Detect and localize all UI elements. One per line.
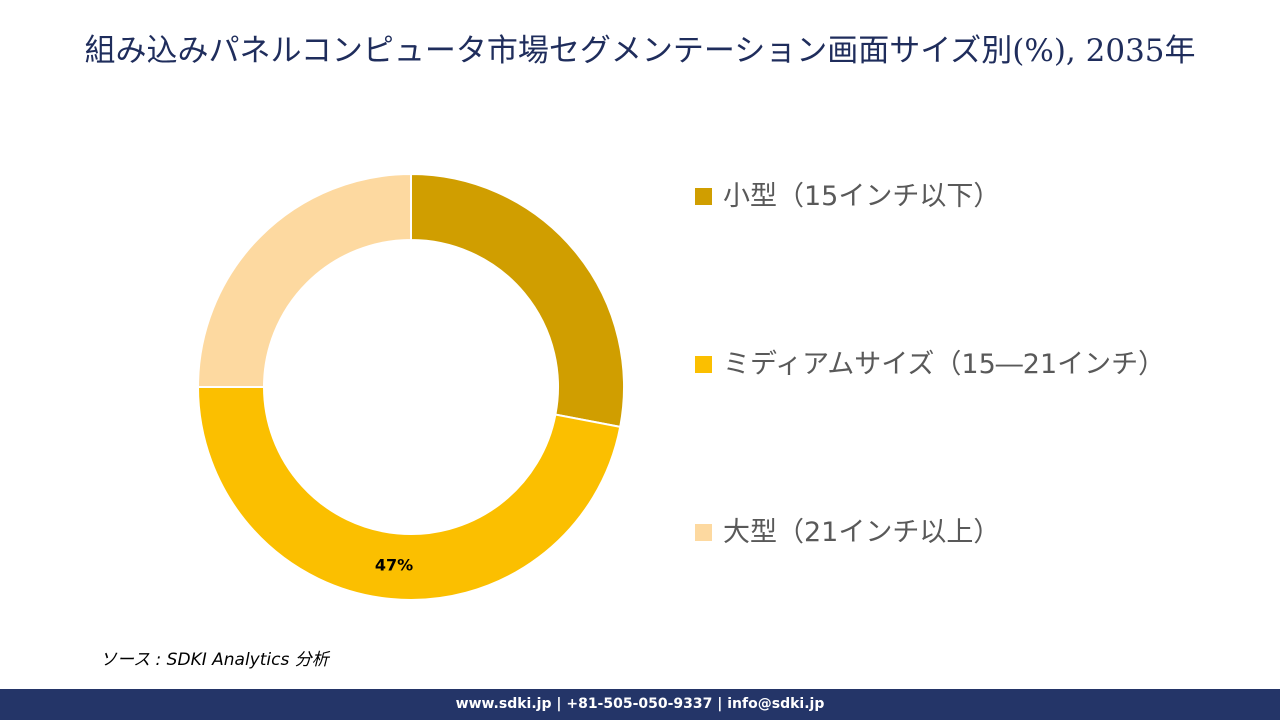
source: ソース : SDKI Analytics 分析 [100,650,329,670]
chart-title: 組み込みパネルコンピュータ市場セグメンテーション画面サイズ別(%), 2035年 [84,33,1196,69]
donut-segment [196,172,412,388]
legend-swatch [695,188,712,205]
legend-label: 小型（15インチ以下） [723,181,1001,212]
legend-swatch [695,356,712,373]
data-label: 47% [375,556,413,575]
footer: www.sdki.jp | +81-505-050-9337 | info@sd… [0,689,1280,720]
donut-segment [410,172,625,429]
legend-item: ミディアムサイズ（15―21インチ） [695,338,1165,392]
donut-segment [196,386,622,601]
legend-label: ミディアムサイズ（15―21インチ） [723,349,1166,380]
legend-swatch [695,524,712,541]
chart: 47% [196,172,625,601]
legend-item: 小型（15インチ以下） [695,170,1165,224]
legend-label: 大型（21インチ以上） [723,517,1001,548]
legend-item: 大型（21インチ以上） [695,506,1165,560]
